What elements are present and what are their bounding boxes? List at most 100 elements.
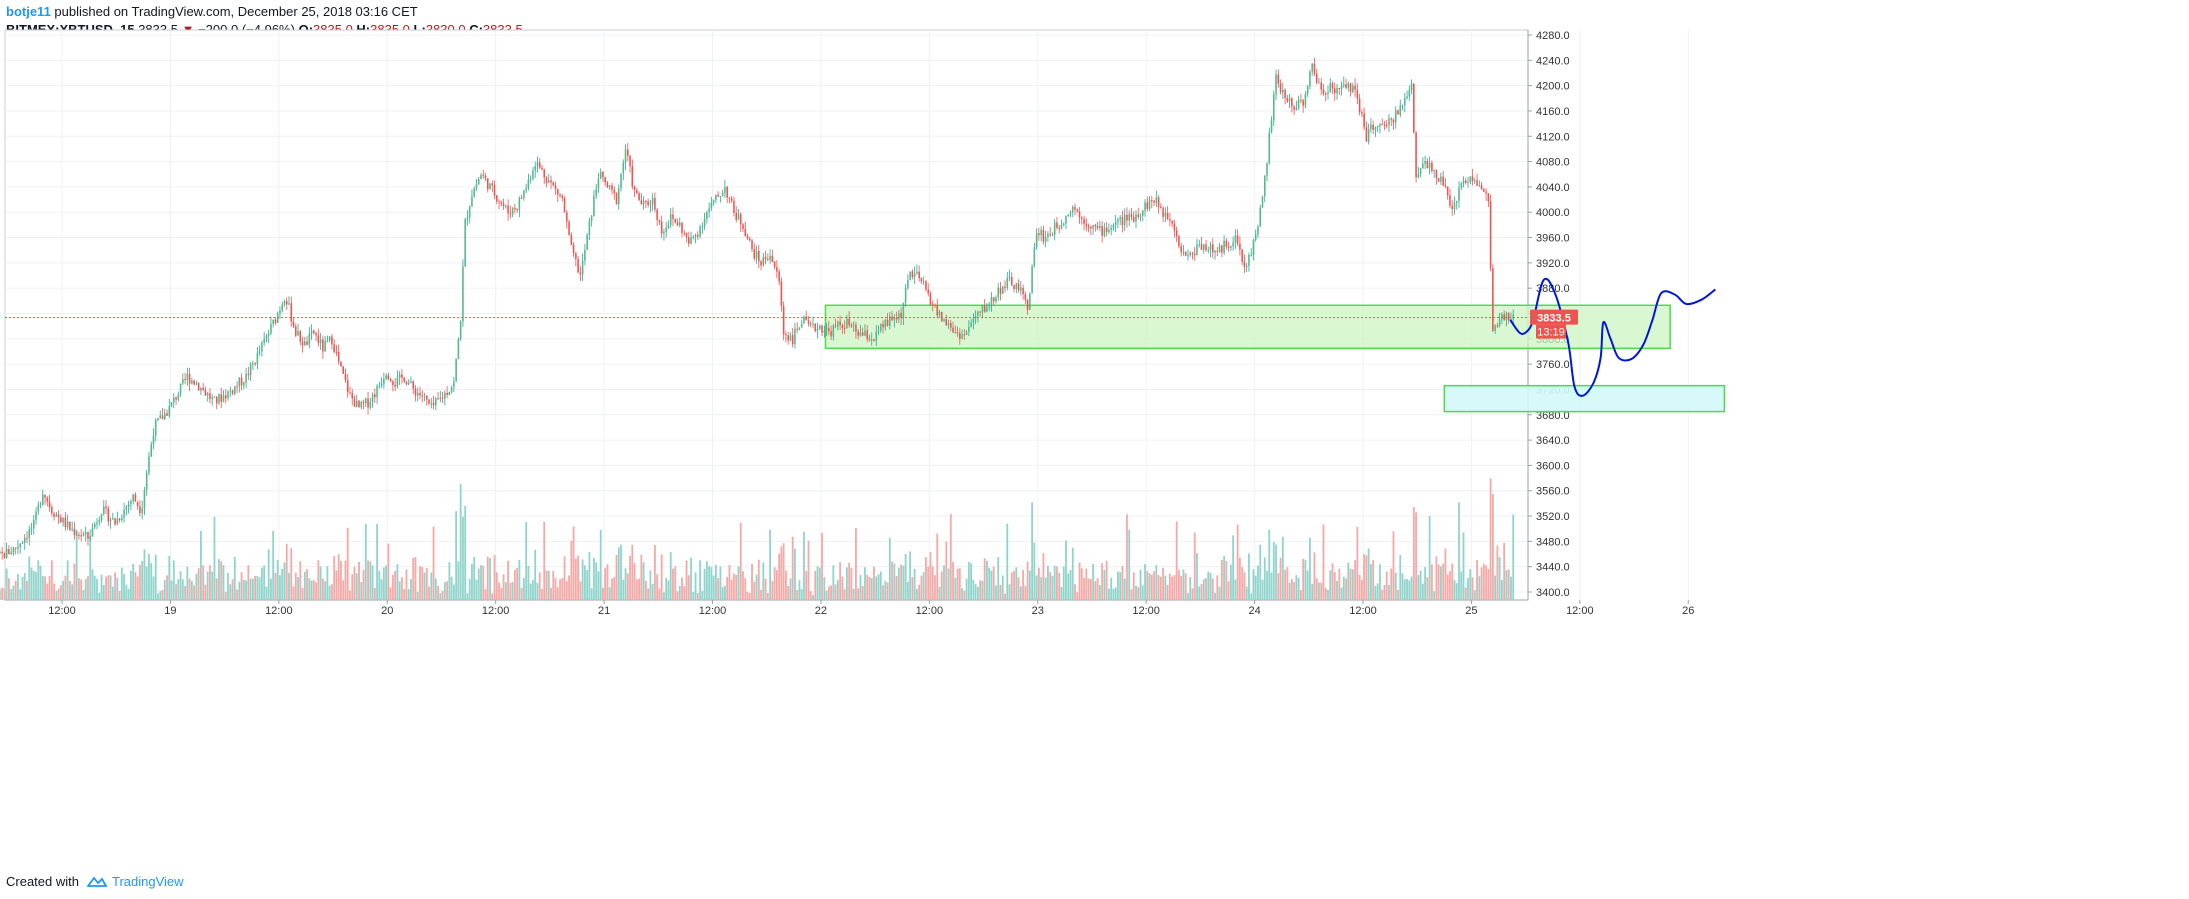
volume-bar [141,560,144,600]
volume-bar [1155,565,1158,600]
candle-body [358,400,360,408]
candle-body [1205,244,1207,251]
volume-bar [279,575,281,600]
candle-body [672,214,674,219]
volume-bar [1019,586,1022,600]
candle-body [708,208,710,212]
candle-body [943,319,945,321]
candle-body [642,201,645,205]
candle-body [999,287,1002,294]
tradingview-brand-link[interactable]: TradingView [112,874,184,889]
candle-body [866,330,869,340]
candle-body [1288,98,1291,102]
candle-body [392,381,394,385]
volume-bar [21,576,24,600]
volume-bar [1071,547,1074,600]
candle-body [1236,235,1239,244]
candle-body [715,194,717,200]
author-link[interactable]: botje11 [6,4,51,19]
candle-body [945,319,948,326]
candle-body [1433,169,1435,172]
candle-body [80,535,82,537]
volume-bar [1437,564,1440,600]
candle-body [710,202,713,209]
volume-bar [344,560,347,600]
volume-bar [1234,579,1237,600]
volume-bar [809,591,812,600]
volume-bar [53,583,55,600]
volume-bar [635,579,638,600]
volume-bar [1417,574,1420,600]
candle-body [697,234,699,237]
volume-bar [565,581,568,600]
candle-body [1340,85,1343,89]
candle-body [1141,210,1144,216]
candle-body [622,162,625,174]
candle-body [1090,226,1092,229]
volume-bar [593,557,595,600]
candle-body [1024,294,1027,300]
candle-body [1123,214,1126,226]
candle-body [301,341,304,346]
candle-body [545,177,548,183]
candle-body [166,413,168,416]
candle-body [1081,217,1083,219]
candle-body [687,237,690,244]
volume-bar [227,572,229,600]
candle-body [112,518,114,520]
candle-body [586,234,588,250]
volume-bar [242,579,245,600]
volume-bar [337,554,340,600]
volume-bar [1455,583,1458,600]
candle-body [380,384,383,386]
candle-body [599,172,602,179]
volume-bar [1480,567,1483,600]
volume-bar [272,530,275,600]
volume-bar [796,589,799,600]
volume-bar [520,587,523,600]
volume-bar [1049,572,1052,600]
volume-bar [1058,572,1061,600]
volume-bar [884,581,887,600]
candle-body [588,220,591,235]
volume-bar [1060,586,1063,600]
candle-body [394,384,396,387]
volume-bar [974,584,977,600]
candle-body [383,378,385,385]
volume-bar [251,578,254,600]
volume-bar [387,543,390,600]
candle-body [1363,113,1365,128]
volume-bar [78,578,80,600]
volume-bar [1272,542,1275,600]
volume-bar [1236,524,1239,600]
candle-body [98,520,101,523]
volume-bar [1430,564,1433,600]
candle-body [846,318,848,329]
candle-body [500,202,503,204]
candle-body [550,180,552,183]
volume-bar [823,577,826,600]
candle-body [918,271,920,279]
candle-body [75,534,78,536]
volume-bar [825,590,828,600]
candle-body [1069,212,1072,215]
candle-body [173,397,175,403]
volume-bar [1214,592,1216,600]
volume-bar [405,569,408,600]
candle-body [1065,215,1067,224]
candle-body [100,514,103,521]
candle-body [428,399,430,404]
volume-bar [484,589,487,600]
volume-bar [719,566,722,600]
candle-body [328,336,331,341]
candle-body [617,188,620,205]
candle-body [200,387,202,391]
candle-body [1460,183,1463,188]
volume-bar [649,570,652,600]
candle-body [1388,118,1390,126]
candle-body [1302,100,1304,106]
volume-bar [1290,579,1293,600]
candle-body [1212,244,1214,253]
candle-body [412,381,415,389]
